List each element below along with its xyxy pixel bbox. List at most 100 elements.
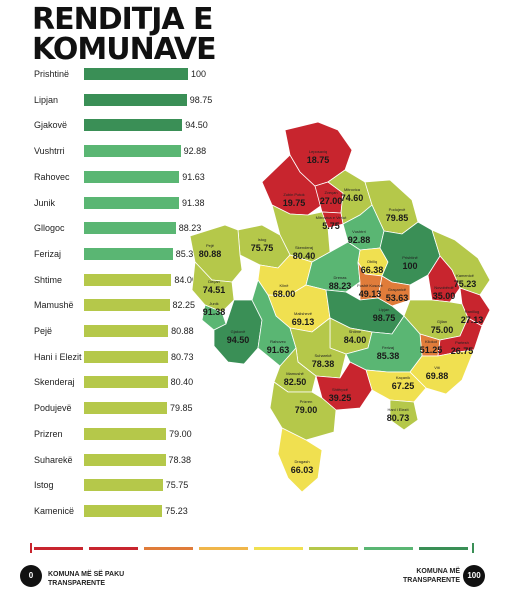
- map-region-value: 98.75: [373, 313, 396, 323]
- bar-value-label: 80.88: [171, 326, 194, 336]
- bar-row: Lipjan 98.75: [30, 93, 212, 108]
- map-region-name: Lipjan: [379, 307, 390, 312]
- map-region-value: 75.00: [431, 325, 454, 335]
- bar: [84, 170, 180, 183]
- legend-color-segment: [364, 547, 413, 550]
- map-region-name: Gjakovë: [231, 329, 246, 334]
- map-region-value: 5.75: [322, 221, 340, 231]
- bar-row: Kamenicë 75.23: [30, 504, 210, 519]
- map-region-value: 66.03: [291, 465, 314, 475]
- map-region-value: 80.40: [293, 251, 316, 261]
- map-region-name: Gjilan: [437, 319, 447, 324]
- bar-category-label: Prizren: [34, 428, 63, 439]
- map-region-name: Vushtrri: [352, 229, 366, 234]
- map-region-name: Fushë Kosovë: [357, 283, 383, 288]
- bar-value-label: 88.23: [178, 223, 202, 234]
- map-region-value: 49.13: [359, 289, 382, 299]
- map-region-value: 18.75: [307, 155, 330, 165]
- bar-category-label: Suharekë: [34, 454, 73, 465]
- bar-category-label: Mamushë: [34, 300, 74, 311]
- map-region-value: 79.85: [386, 213, 409, 223]
- bar-value-label: 91.38: [182, 197, 205, 208]
- bar-value-label: 82.25: [172, 300, 196, 311]
- map-region-name: Kamenicë: [456, 273, 475, 278]
- legend-color-segment: [199, 547, 248, 550]
- legend-max-label-line-2: TRANSPARENTE: [403, 577, 461, 584]
- map-region-name: Shtime: [349, 329, 362, 334]
- map-region-value: 39.25: [329, 393, 352, 403]
- bar: [84, 93, 187, 106]
- bar-category-label: Gjakovë: [34, 120, 68, 131]
- map-region-value: 80.73: [387, 413, 410, 423]
- bar-category-label: Gllogoc: [34, 223, 65, 234]
- map-region-value: 84.00: [344, 335, 367, 345]
- bar-row: Junik 91.38: [30, 196, 210, 211]
- bar-row: Gllogoc 88.23: [30, 222, 210, 236]
- legend-min-circle: 0: [20, 565, 42, 587]
- map-region-value: 74.60: [341, 193, 364, 203]
- bar: [84, 299, 170, 312]
- bar: [84, 273, 172, 286]
- map-region-value: 69.13: [292, 317, 315, 327]
- map-region-name: Obiliq: [367, 259, 377, 264]
- map-region-name: Zubin Potok: [283, 192, 304, 197]
- bar-row: Pejë 80.88: [30, 325, 210, 339]
- map-region-value: 19.75: [283, 198, 306, 208]
- map-region: [379, 221, 441, 286]
- map-region-value: 91.38: [203, 307, 226, 317]
- map-region-value: 68.00: [273, 289, 296, 299]
- map-region-value: 26.75: [451, 346, 474, 356]
- map-region-value: 80.88: [199, 249, 222, 259]
- legend-min-label-line-1: KOMUNA MË SË PAKU: [48, 571, 125, 578]
- map-region: [365, 369, 427, 403]
- bar: [84, 376, 168, 389]
- bar-row: Gjakovë 94.50: [30, 119, 210, 133]
- map-region-name: Kllokot: [425, 339, 438, 344]
- bar-category-label: Pejë: [34, 326, 53, 336]
- bar-value-label: 79.85: [170, 403, 193, 414]
- map-region-value: 74.51: [203, 285, 226, 295]
- map-region-name: Ferizaj: [382, 345, 394, 350]
- map-region-name: Rahovec: [270, 339, 286, 344]
- map-region-value: 75.23: [454, 279, 477, 289]
- map-region: [389, 399, 419, 431]
- legend-color-segment: [309, 547, 358, 550]
- map-region-name: Mamushë: [286, 371, 304, 376]
- bar-value-label: 100: [191, 69, 207, 79]
- bar-value-label: 84.00: [174, 274, 197, 285]
- map-region-value: 27.13: [461, 315, 484, 325]
- map-region-value: 82.50: [284, 377, 307, 387]
- map-region-name: Pejë: [206, 243, 215, 248]
- bar-category-label: Prishtinë: [34, 69, 70, 79]
- legend-color-segment: [34, 547, 83, 550]
- map-region-value: 78.38: [312, 359, 335, 369]
- map-region-name: Hani i Elezit: [387, 407, 409, 412]
- bar-category-label: Istog: [34, 480, 54, 491]
- color-scale-legend: [30, 543, 480, 555]
- bar-category-label: Lipjan: [34, 94, 59, 105]
- bar-category-label: Ferizaj: [34, 248, 62, 259]
- map-region-name: Mitrovica: [344, 187, 361, 192]
- legend-start-tick: [30, 543, 32, 553]
- legend-color-segment: [89, 547, 138, 550]
- legend-min-label: KOMUNA MË SË PAKU TRANSPARENTE: [48, 570, 124, 588]
- map-region-name: Istog: [258, 237, 267, 242]
- bar: [84, 68, 188, 80]
- map-region-name: Deçan: [208, 279, 220, 284]
- map-region-name: Leposaviq: [309, 149, 327, 154]
- bar-value-label: 79.00: [169, 428, 192, 439]
- map-region-name: Prishtinë: [402, 255, 418, 260]
- legend-max-label-line-1: KOMUNA MË: [416, 568, 461, 575]
- map-region: [191, 261, 235, 313]
- map-region-value: 75.75: [251, 243, 274, 253]
- bar: [84, 479, 163, 492]
- bar-value-label: 80.73: [170, 351, 194, 362]
- bar-value-label: 94.50: [185, 120, 208, 131]
- map-region-value: 79.00: [295, 405, 318, 415]
- map-region-value: 27.00: [320, 196, 343, 206]
- bar: [84, 145, 181, 158]
- bar-value-label: 92.88: [183, 146, 207, 157]
- bar-value-label: 75.75: [165, 480, 189, 491]
